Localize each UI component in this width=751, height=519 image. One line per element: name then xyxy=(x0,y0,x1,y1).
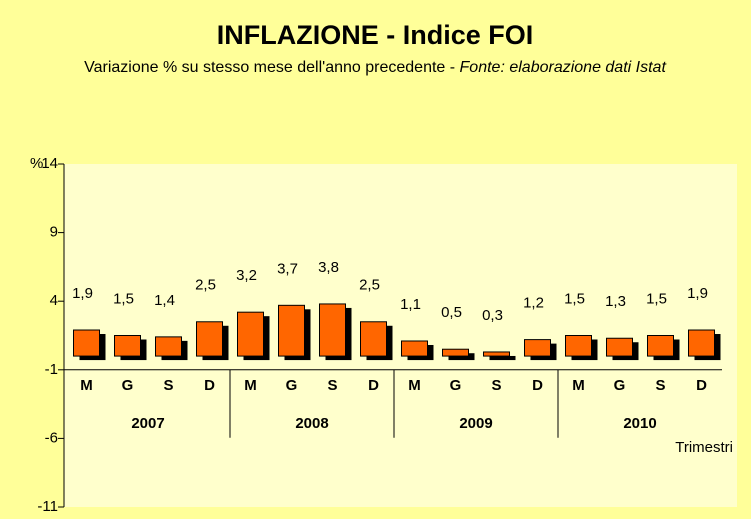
x-tick-label: G xyxy=(122,377,134,394)
x-tick-label: G xyxy=(614,377,626,394)
bar xyxy=(647,335,674,357)
bar xyxy=(401,340,428,357)
x-tick-label: S xyxy=(655,377,665,394)
data-label: 3,7 xyxy=(277,260,298,277)
data-label: 2,5 xyxy=(359,277,380,294)
data-label: 2,5 xyxy=(195,277,216,294)
data-label: 0,3 xyxy=(482,307,503,324)
source: Fonte: elaborazione dati Istat xyxy=(459,59,666,76)
data-label: 1,1 xyxy=(400,296,421,313)
bar xyxy=(606,337,633,357)
bar xyxy=(114,335,141,357)
y-tick-label: -11 xyxy=(37,498,58,515)
x-tick-label: D xyxy=(368,377,379,394)
bar xyxy=(196,321,223,357)
x-tick-label: M xyxy=(80,377,93,394)
y-axis-label: % xyxy=(30,155,43,172)
y-tick-label: 4 xyxy=(50,292,58,309)
x-tick-label: M xyxy=(244,377,257,394)
bar xyxy=(237,311,264,357)
data-label: 1,4 xyxy=(154,292,175,309)
x-tick-label: D xyxy=(532,377,543,394)
group-label: 2009 xyxy=(459,415,492,432)
bar xyxy=(278,304,305,357)
bar-shadow xyxy=(489,355,516,361)
bar xyxy=(155,336,182,357)
bar xyxy=(360,321,387,357)
bar xyxy=(319,303,346,357)
bar xyxy=(688,329,715,357)
data-label: 3,8 xyxy=(318,259,339,276)
group-label: 2008 xyxy=(295,415,328,432)
y-tick-label: -6 xyxy=(45,429,58,446)
data-label: 1,5 xyxy=(564,290,585,307)
bar xyxy=(524,339,551,357)
bar xyxy=(483,351,510,357)
data-label: 3,2 xyxy=(236,267,257,284)
data-label: 1,2 xyxy=(523,295,544,312)
bar-shadow xyxy=(448,353,475,361)
y-tick-label: 9 xyxy=(50,224,58,241)
group-label: 2007 xyxy=(131,415,164,432)
x-tick-label: S xyxy=(163,377,173,394)
x-tick-label: G xyxy=(450,377,462,394)
data-label: 1,3 xyxy=(605,293,626,310)
y-tick-label: 14 xyxy=(41,155,58,172)
subtitle: Variazione % su stesso mese dell'anno pr… xyxy=(84,59,456,76)
group-label: 2010 xyxy=(623,415,656,432)
data-label: 1,5 xyxy=(113,290,134,307)
bar xyxy=(565,335,592,357)
x-tick-label: S xyxy=(491,377,501,394)
plot-area xyxy=(64,164,737,507)
data-label: 0,5 xyxy=(441,304,462,321)
bar xyxy=(442,348,469,357)
x-tick-label: G xyxy=(286,377,298,394)
data-label: 1,5 xyxy=(646,290,667,307)
x-tick-label: M xyxy=(572,377,585,394)
y-tick-label: -1 xyxy=(45,361,58,378)
x-tick-label: D xyxy=(204,377,215,394)
subtitle-line: Variazione % su stesso mese dell'anno pr… xyxy=(80,57,670,79)
x-tick-label: M xyxy=(408,377,421,394)
bar xyxy=(73,329,100,357)
x-tick-label: S xyxy=(327,377,337,394)
data-label: 1,9 xyxy=(72,285,93,302)
x-axis-label: Trimestri xyxy=(675,439,733,456)
x-tick-label: D xyxy=(696,377,707,394)
header: INFLAZIONE - Indice FOI Variazione % su … xyxy=(80,20,670,79)
chart-title: INFLAZIONE - Indice FOI xyxy=(216,20,534,50)
data-label: 1,9 xyxy=(687,285,708,302)
